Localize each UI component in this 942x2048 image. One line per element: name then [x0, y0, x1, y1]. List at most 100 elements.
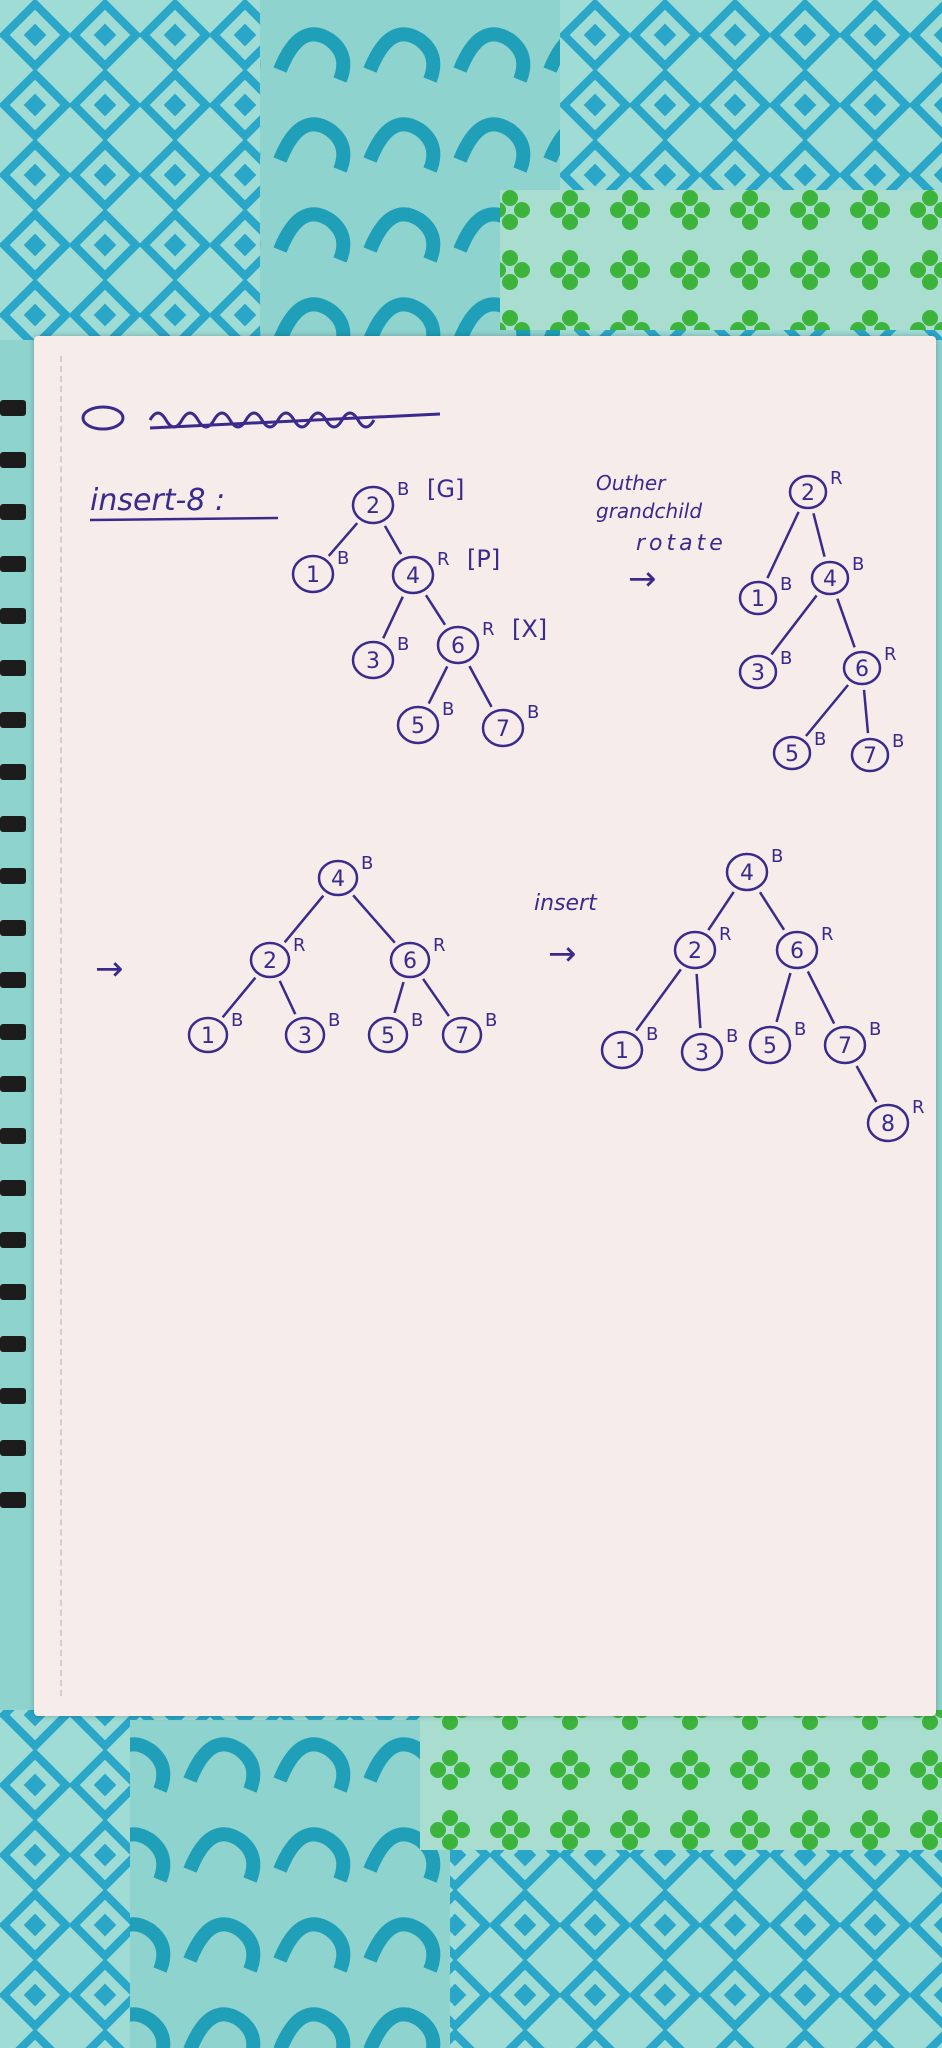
- node-color-4: B: [361, 853, 373, 874]
- tree-edge: [855, 1065, 878, 1103]
- node-value-2: 2: [366, 494, 380, 519]
- node-color-4: B: [852, 554, 864, 575]
- left-arrow-mark: →: [95, 949, 124, 989]
- tree-edge: [635, 968, 682, 1032]
- node-value-5: 5: [763, 1034, 777, 1059]
- tree-edge: [468, 665, 493, 708]
- node-color-4: B: [771, 846, 783, 867]
- note-line-3: rotate: [636, 531, 727, 556]
- node-circle-4: [810, 560, 850, 596]
- node-color-3: B: [397, 634, 409, 655]
- node-value-5: 5: [381, 1024, 395, 1049]
- node-circle-8: [866, 1103, 910, 1143]
- node-color-5: B: [814, 729, 826, 750]
- perforation-line: [60, 356, 62, 1696]
- node-color-5: B: [442, 699, 454, 720]
- node-value-1: 1: [615, 1039, 629, 1064]
- node-circle-4: [317, 859, 359, 897]
- node-circle-5: [772, 735, 812, 771]
- tree-edge: [812, 513, 826, 557]
- node-color-3: B: [780, 648, 792, 669]
- tree-edge: [758, 891, 786, 931]
- tree-edge: [770, 594, 818, 656]
- node-color-7: B: [485, 1010, 497, 1031]
- spiral-ring: [0, 1232, 26, 1248]
- node-value-7: 7: [455, 1024, 469, 1049]
- spiral-ring: [0, 1492, 26, 1508]
- node-value-2: 2: [688, 939, 702, 964]
- spiral-ring: [0, 608, 26, 624]
- spiral-ring: [0, 1336, 26, 1352]
- node-color-3: B: [328, 1010, 340, 1031]
- node-value-3: 3: [366, 649, 380, 674]
- tree-edge: [283, 894, 325, 944]
- spiral-ring: [0, 452, 26, 468]
- node-value-3: 3: [751, 661, 765, 686]
- node-circle-5: [367, 1016, 409, 1054]
- spiral-ring: [0, 868, 26, 884]
- tree-edge: [352, 894, 396, 944]
- node-color-2: R: [293, 935, 306, 956]
- node-value-4: 4: [406, 564, 420, 589]
- node-circle-5: [748, 1025, 792, 1065]
- node-tag-6: [X]: [512, 615, 547, 643]
- node-circle-4: [391, 555, 435, 595]
- node-circle-4: [725, 852, 769, 892]
- node-circle-3: [284, 1016, 326, 1054]
- node-color-7: B: [892, 731, 904, 752]
- tree-edge: [862, 689, 870, 734]
- node-circle-1: [291, 554, 335, 594]
- note-line-2: grandchild: [596, 499, 702, 523]
- node-circle-7: [823, 1025, 867, 1065]
- node-color-3: B: [726, 1026, 738, 1047]
- tree-edge: [766, 511, 800, 579]
- spiral-ring: [0, 1180, 26, 1196]
- node-circle-2: [673, 930, 717, 970]
- node-color-5: B: [794, 1019, 806, 1040]
- node-value-8: 8: [881, 1112, 895, 1137]
- tree-edge: [221, 976, 257, 1019]
- node-circle-3: [351, 640, 395, 680]
- node-value-1: 1: [751, 587, 765, 612]
- spiral-ring: [0, 1128, 26, 1144]
- node-value-4: 4: [331, 867, 345, 892]
- heading-underline: [89, 516, 279, 522]
- spiral-ring: [0, 1024, 26, 1040]
- node-value-6: 6: [855, 657, 869, 682]
- node-value-1: 1: [306, 563, 320, 588]
- node-color-4: R: [437, 549, 450, 570]
- tree-edge: [383, 525, 403, 555]
- node-circle-1: [187, 1016, 229, 1054]
- scribbled-heading: [81, 405, 441, 431]
- node-color-6: R: [821, 924, 834, 945]
- tree-edge: [278, 980, 297, 1015]
- node-circle-7: [441, 1016, 483, 1054]
- node-color-7: B: [869, 1019, 881, 1040]
- node-color-1: B: [231, 1010, 243, 1031]
- node-color-1: B: [780, 574, 792, 595]
- node-circle-6: [389, 941, 431, 979]
- node-circle-1: [600, 1030, 644, 1070]
- node-circle-6: [436, 625, 480, 665]
- tree-edge: [806, 970, 836, 1025]
- node-tag-2: [G]: [427, 475, 464, 503]
- node-color-2: B: [397, 479, 409, 500]
- tree-edge: [327, 522, 359, 557]
- node-color-2: R: [719, 924, 732, 945]
- node-value-6: 6: [790, 939, 804, 964]
- node-value-3: 3: [695, 1041, 709, 1066]
- spiral-ring: [0, 712, 26, 728]
- node-value-4: 4: [740, 861, 754, 886]
- spiral-ring: [0, 764, 26, 780]
- node-circle-2: [249, 941, 291, 979]
- tree-edge: [805, 684, 849, 737]
- tree-edge: [775, 972, 792, 1023]
- node-color-1: B: [646, 1024, 658, 1045]
- node-value-6: 6: [451, 634, 465, 659]
- node-value-7: 7: [838, 1034, 852, 1059]
